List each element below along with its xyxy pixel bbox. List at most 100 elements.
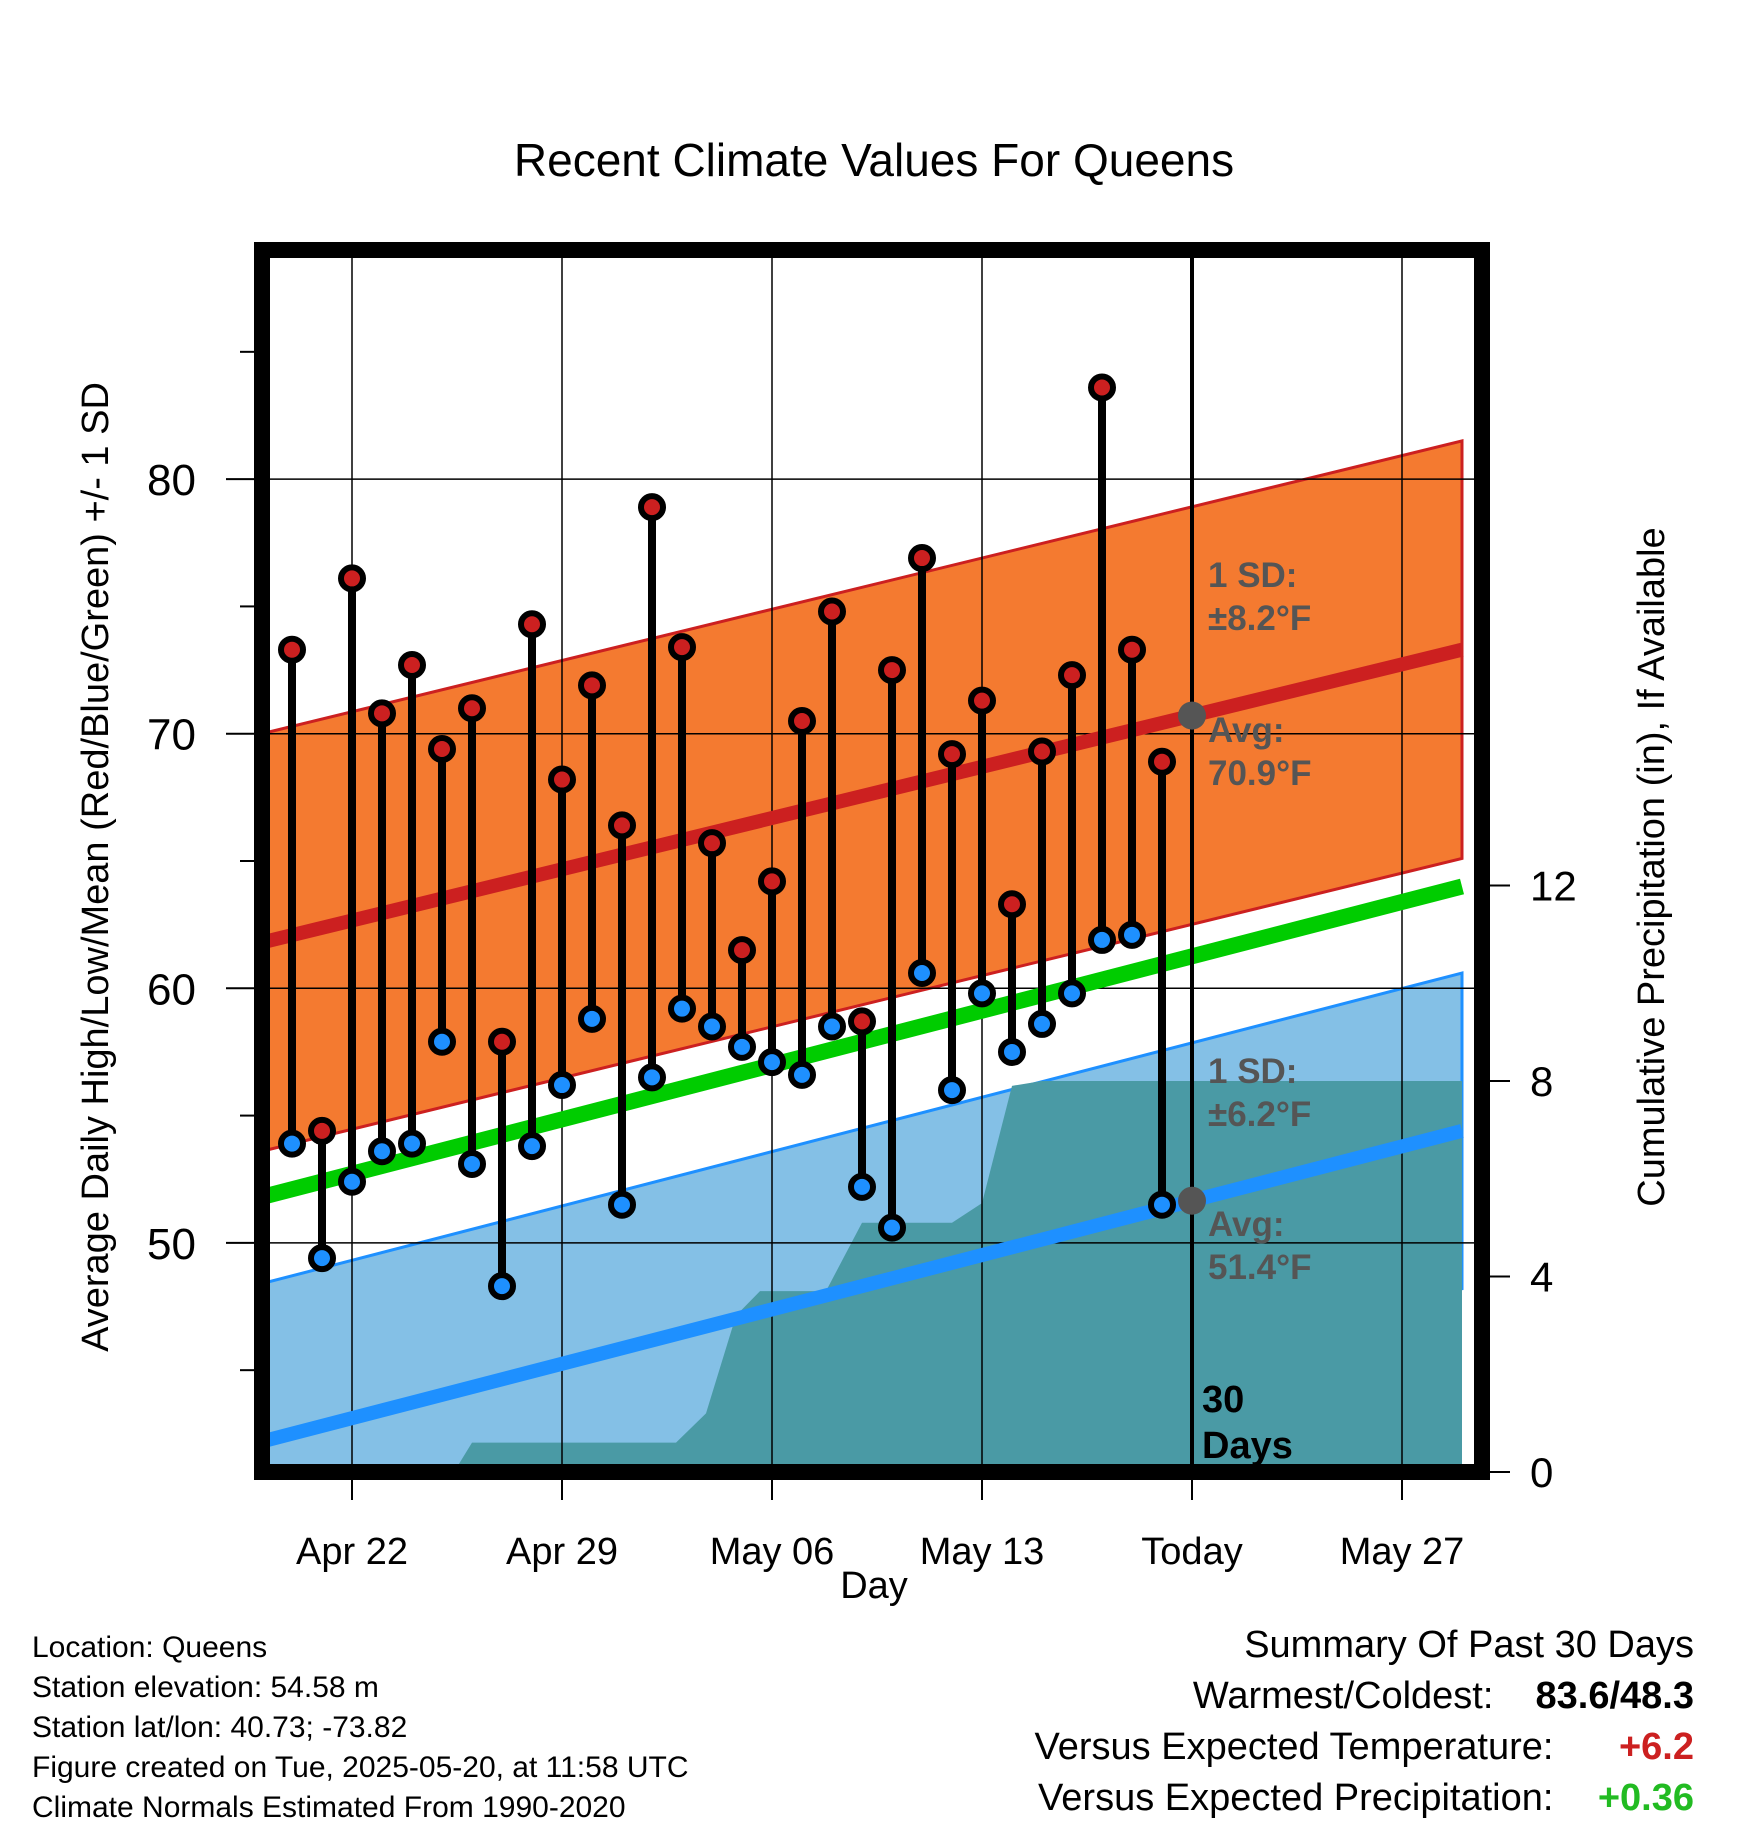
low-point (398, 1129, 426, 1158)
low-point (728, 1032, 756, 1061)
y-tick-label: 60 (147, 965, 196, 1014)
x-tick-label: Apr 22 (296, 1531, 408, 1573)
high-point (398, 650, 426, 679)
high-point (608, 811, 636, 840)
y-tick-label: 70 (147, 711, 196, 760)
high-point (578, 671, 606, 700)
temp-label: Versus Expected Temperature: (1034, 1726, 1554, 1768)
high-point (518, 610, 546, 639)
high-point (548, 765, 576, 794)
high-point (968, 686, 996, 715)
summary-heading: Summary Of Past 30 Days (1244, 1624, 1694, 1666)
low-point (1088, 925, 1116, 954)
low-point (428, 1027, 456, 1056)
high-point (878, 656, 906, 685)
high-point (728, 936, 756, 965)
low-point (698, 1012, 726, 1041)
today-low-avg-marker (1178, 1186, 1206, 1215)
today-high-avg-marker (1178, 701, 1206, 730)
high-point (908, 544, 936, 573)
normal-high-line (262, 642, 1464, 950)
y2-tick-label: 0 (1530, 1449, 1553, 1496)
low-point (308, 1244, 336, 1273)
latlon-text: Station lat/lon: 40.73; -73.82 (32, 1711, 408, 1744)
chart-title: Recent Climate Values For Queens (514, 134, 1234, 186)
low-point (368, 1137, 396, 1166)
low-point (1058, 979, 1086, 1008)
high-point (698, 829, 726, 858)
x-tick-label: May 27 (1340, 1531, 1465, 1573)
precip-label: Versus Expected Precipitation: (1038, 1777, 1554, 1819)
high-point (758, 867, 786, 896)
x-tick-label: Apr 29 (506, 1531, 618, 1573)
low-point (578, 1004, 606, 1033)
climate-chart: Recent Climate Values For Queens 1 SD: ±… (75, 134, 1673, 1607)
y2-tick-label: 12 (1530, 862, 1577, 909)
low-point (338, 1167, 366, 1196)
warm-cold-value: 83.6/48.3 (1535, 1675, 1694, 1717)
low-sd-value: ±6.2°F (1208, 1095, 1311, 1134)
low-point (998, 1037, 1026, 1066)
y2-tick-label: 8 (1530, 1058, 1553, 1105)
warm-cold-row: Warmest/Coldest: 83.6/48.3 (794, 1671, 1694, 1722)
high-avg-label: Avg: (1208, 711, 1284, 750)
normals-text: Climate Normals Estimated From 1990-2020 (32, 1791, 626, 1824)
x-tick-label: Today (1141, 1531, 1242, 1573)
high-sd-value: ±8.2°F (1208, 599, 1311, 638)
plot-area: 1 SD: ±8.2°F Avg: 70.9°F 1 SD: ±6.2°F Av… (262, 250, 1482, 1472)
days-number: 30 (1202, 1379, 1244, 1421)
station-info: Location: Queens Station elevation: 54.5… (32, 1628, 852, 1828)
y-tick-label: 50 (147, 1220, 196, 1269)
low-point (1148, 1190, 1176, 1219)
high-avg-value: 70.9°F (1208, 754, 1312, 793)
low-point (518, 1132, 546, 1161)
high-point (818, 597, 846, 626)
axes: Apr 22 Apr 29 May 06 May 13 Today May 27 50 60 7… (147, 350, 1577, 1573)
high-point (308, 1116, 336, 1145)
high-point (1148, 747, 1176, 776)
temp-row: Versus Expected Temperature: +6.2 (794, 1722, 1694, 1773)
y-tick-label: 80 (147, 456, 196, 505)
x-axis-label: Day (840, 1565, 908, 1607)
high-point (488, 1027, 516, 1056)
days-label: Days (1202, 1425, 1293, 1467)
low-point (458, 1149, 486, 1178)
low-point (938, 1076, 966, 1105)
summary-panel: Summary Of Past 30 Days Warmest/Coldest:… (794, 1620, 1694, 1824)
low-avg-label: Avg: (1208, 1205, 1284, 1244)
high-point (458, 694, 486, 723)
high-point (1118, 635, 1146, 664)
low-sd-label: 1 SD: (1208, 1052, 1297, 1091)
temp-value: +6.2 (1618, 1726, 1694, 1768)
low-point (908, 959, 936, 988)
created-text: Figure created on Tue, 2025-05-20, at 11… (32, 1751, 689, 1784)
precipitation-area (454, 1080, 1462, 1472)
low-point (638, 1063, 666, 1092)
high-point (638, 493, 666, 522)
high-point (338, 564, 366, 593)
high-sd-label: 1 SD: (1208, 556, 1297, 595)
high-point (788, 706, 816, 735)
y2-tick-label: 4 (1530, 1253, 1553, 1300)
low-point (818, 1012, 846, 1041)
low-point (788, 1060, 816, 1089)
warm-cold-label: Warmest/Coldest: (1192, 1675, 1494, 1717)
normal-low-line (262, 1124, 1464, 1449)
low-point (848, 1172, 876, 1201)
plot-frame (254, 242, 1490, 1480)
high-point (1028, 737, 1056, 766)
daily-bars (278, 373, 1176, 1301)
elevation-text: Station elevation: 54.58 m (32, 1671, 379, 1704)
low-point (278, 1129, 306, 1158)
high-point (428, 734, 456, 763)
high-point (1058, 661, 1086, 690)
low-avg-value: 51.4°F (1208, 1248, 1312, 1287)
low-point (1028, 1009, 1056, 1038)
precip-row: Versus Expected Precipitation: +0.36 (794, 1773, 1694, 1824)
low-point (968, 979, 996, 1008)
low-point (548, 1071, 576, 1100)
y-axis-label: Average Daily High/Low/Mean (Red/Blue/Gr… (75, 382, 117, 1352)
high-point (1088, 373, 1116, 402)
x-tick-label: May 13 (920, 1531, 1045, 1573)
low-point (758, 1048, 786, 1077)
